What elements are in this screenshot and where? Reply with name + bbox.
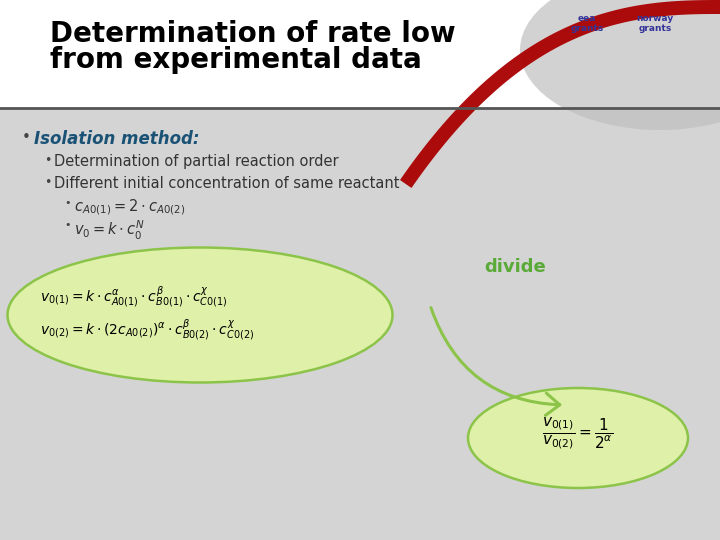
- Ellipse shape: [468, 388, 688, 488]
- Polygon shape: [400, 0, 720, 188]
- Text: from experimental data: from experimental data: [50, 46, 422, 74]
- Text: •: •: [64, 198, 71, 208]
- Text: $c_{A0(1)} = 2 \cdot c_{A0(2)}$: $c_{A0(1)} = 2 \cdot c_{A0(2)}$: [74, 197, 185, 217]
- Text: Different initial concentration of same reactant: Different initial concentration of same …: [54, 176, 400, 191]
- Text: Determination of partial reaction order: Determination of partial reaction order: [54, 154, 338, 169]
- Text: •: •: [64, 220, 71, 230]
- FancyArrowPatch shape: [431, 308, 559, 415]
- Text: •: •: [44, 176, 51, 189]
- Text: Determination of rate low: Determination of rate low: [50, 20, 456, 48]
- Ellipse shape: [520, 0, 720, 130]
- Text: •: •: [22, 130, 31, 145]
- Text: Isolation method:: Isolation method:: [34, 130, 199, 148]
- Bar: [0, 0, 720, 108]
- Ellipse shape: [7, 247, 392, 382]
- Text: •: •: [44, 154, 51, 167]
- Bar: [0, 108, 720, 540]
- Text: $v_0 = k \cdot c_0^N$: $v_0 = k \cdot c_0^N$: [74, 219, 145, 242]
- Text: norway
grants: norway grants: [636, 14, 674, 33]
- Text: $\dfrac{v_{0(1)}}{v_{0(2)}} = \dfrac{1}{2^{\alpha}}$: $\dfrac{v_{0(1)}}{v_{0(2)}} = \dfrac{1}{…: [542, 415, 613, 450]
- Text: eea
grants: eea grants: [570, 14, 603, 33]
- Text: divide: divide: [484, 258, 546, 276]
- Text: $v_{0(2)} = k \cdot (2c_{A0(2)})^{\alpha} \cdot c_{B0(2)}^{\beta} \cdot c_{C0(2): $v_{0(2)} = k \cdot (2c_{A0(2)})^{\alpha…: [40, 318, 254, 343]
- Text: $v_{0(1)} = k \cdot c_{A0(1)}^{\alpha} \cdot c_{B0(1)}^{\beta} \cdot c_{C0(1)}^{: $v_{0(1)} = k \cdot c_{A0(1)}^{\alpha} \…: [40, 284, 228, 310]
